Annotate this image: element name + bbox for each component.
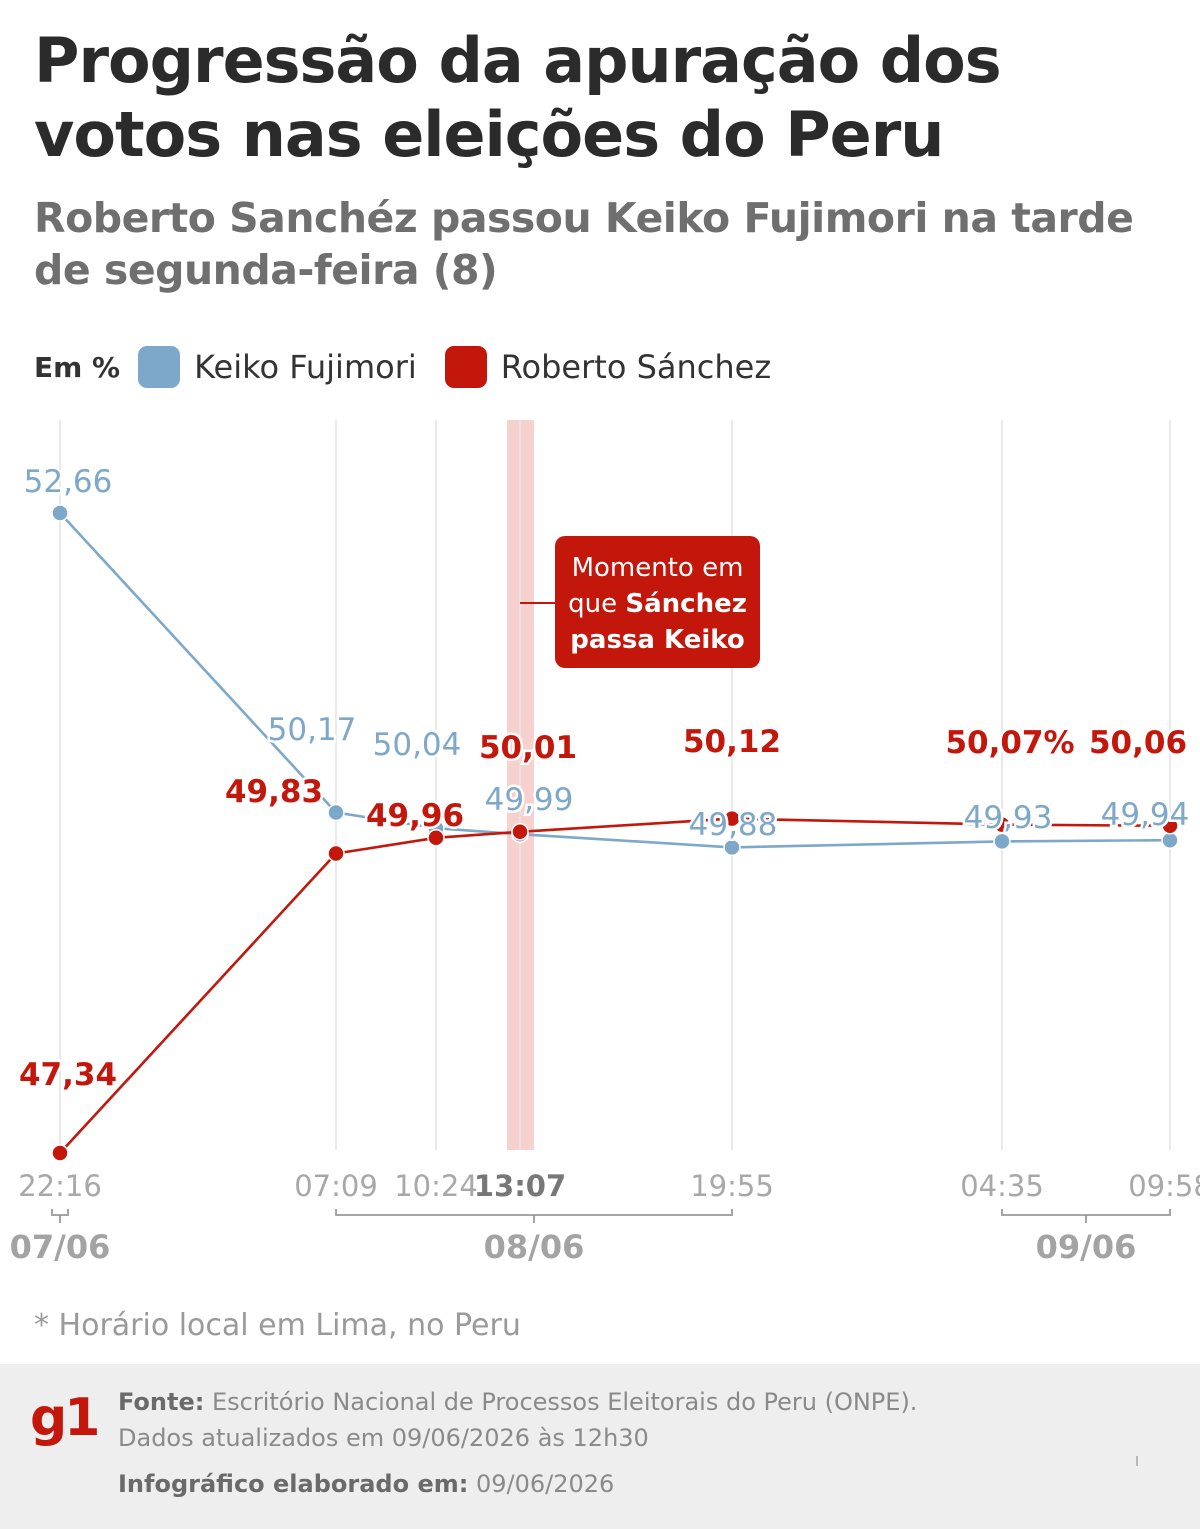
data-point-0-0	[51, 504, 69, 522]
data-point-1-4	[723, 809, 741, 828]
x-tick-label-6: 09:58	[1128, 1169, 1200, 1203]
data-label-0-1: 50,17	[268, 712, 357, 748]
legend-unit: Em %	[34, 350, 121, 384]
legend-label-sanchez: Roberto Sánchez	[500, 348, 772, 386]
data-label-0-0: 52,66	[24, 464, 113, 500]
x-tick-label-5: 04:35	[960, 1169, 1044, 1203]
legend-swatch-keiko	[138, 346, 181, 388]
legend-label-keiko: Keiko Fujimori	[194, 348, 417, 386]
x-tick-label-1: 07:09	[294, 1169, 378, 1203]
source-text: Escritório Nacional de Processos Eleitor…	[204, 1388, 918, 1416]
date-bracket-1	[335, 1209, 733, 1216]
line-chart: 52,66 50,17 50,04 49,99 49,88 49,93 49,94 47,34…	[10, 420, 1200, 1266]
series-line-1	[59, 817, 1171, 1154]
data-label-0-6: 49,94	[1101, 797, 1190, 833]
footer-tick	[1136, 1456, 1138, 1466]
data-point-1-2	[427, 829, 445, 847]
data-label-1-5: 50,07%	[945, 725, 1074, 761]
made-date: 09/06/2026	[468, 1470, 615, 1498]
data-label-1-6: 50,06	[1089, 725, 1187, 761]
annotation-seg-0-0: Momento em	[572, 553, 744, 583]
annotation-line-2: passa Keiko	[570, 625, 744, 655]
updated-line: Dados atualizados em 09/06/2026 às 12h30	[118, 1424, 649, 1452]
data-point-0-5	[993, 832, 1011, 851]
data-label-1-2: 49,96	[366, 798, 464, 834]
made-label: Infográfico elaborado em:	[118, 1470, 469, 1498]
data-label-0-4: 49,88	[689, 807, 778, 843]
data-label-0-2: 50,04	[373, 727, 462, 763]
data-point-0-1	[327, 803, 345, 822]
x-tick-label-3: 13:07	[474, 1169, 566, 1203]
data-label-1-1: 49,83	[225, 774, 323, 810]
date-bracket-0	[51, 1209, 69, 1216]
made-line: Infográfico elaborado em: 09/06/2026	[118, 1470, 614, 1498]
legend-item-sanchez: Roberto Sánchez	[444, 346, 772, 388]
x-tick-label-2: 10:24	[394, 1169, 478, 1203]
data-label-0-5: 49,93	[964, 800, 1053, 836]
page-subtitle: Roberto Sanchéz passou Keiko Fujimori na…	[34, 194, 1134, 294]
footnote: * Horário local em Lima, no Peru	[34, 1308, 521, 1343]
data-label-1-3: 50,01	[479, 730, 577, 766]
x-tick-label-0: 22:16	[18, 1169, 102, 1203]
source-line: Fonte: Escritório Nacional de Processos …	[118, 1388, 917, 1416]
data-point-0-4	[723, 838, 741, 857]
chart-legend: Em % Keiko Fujimori Roberto Sánchez	[34, 340, 799, 394]
annotation-seg-2-0: passa Keiko	[570, 625, 744, 655]
date-label-1: 08/06	[484, 1228, 585, 1266]
data-point-1-5	[993, 815, 1011, 834]
date-bracket-2	[1001, 1209, 1171, 1216]
date-label-2: 09/06	[1036, 1228, 1137, 1266]
footer: g1 Fonte: Escritório Nacional de Process…	[0, 1364, 1200, 1529]
annotation-line-0: Momento em	[572, 553, 744, 583]
data-point-1-3	[511, 823, 529, 841]
data-label-1-0: 47,34	[19, 1057, 117, 1093]
data-point-0-6	[1161, 831, 1179, 849]
data-point-1-6	[1161, 817, 1179, 835]
data-label-0-3: 49,99	[485, 782, 574, 818]
date-label-0: 07/06	[10, 1228, 111, 1266]
data-point-1-0	[51, 1144, 69, 1162]
legend-item-keiko: Keiko Fujimori	[138, 346, 417, 388]
source-label: Fonte:	[118, 1388, 205, 1416]
annotation-seg-1-0: que	[568, 589, 625, 619]
data-label-1-4: 50,12	[683, 724, 781, 760]
annotation-line-1: que Sánchez	[568, 589, 747, 619]
g1-logo: g1	[30, 1388, 100, 1448]
legend-swatch-sanchez	[444, 346, 487, 388]
page-title: Progressão da apuração dos votos nas ele…	[34, 24, 1002, 171]
annotation-box	[555, 536, 760, 668]
x-tick-label-4: 19:55	[690, 1169, 774, 1203]
data-point-1-1	[327, 844, 345, 863]
annotation-seg-1-1: Sánchez	[625, 589, 746, 619]
